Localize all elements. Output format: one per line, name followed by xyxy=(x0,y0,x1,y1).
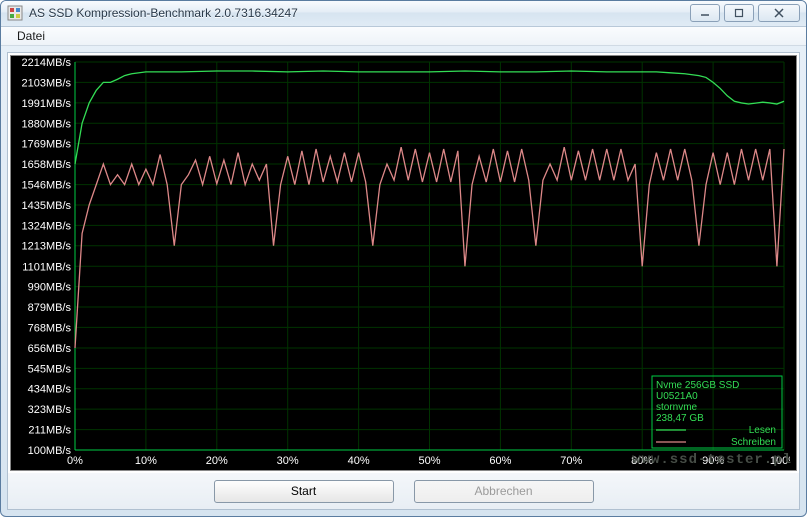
close-button[interactable] xyxy=(758,4,800,22)
benchmark-chart: 100MB/s 211MB/s 323MB/s 434MB/s 545MB/s 656MB… xyxy=(11,56,790,470)
svg-text:1324MB/s: 1324MB/s xyxy=(21,220,71,232)
svg-text:211MB/s: 211MB/s xyxy=(28,425,71,437)
svg-text:990MB/s: 990MB/s xyxy=(28,282,72,294)
svg-text:Schreiben: Schreiben xyxy=(731,437,776,448)
svg-text:1658MB/s: 1658MB/s xyxy=(21,159,71,171)
svg-text:60%: 60% xyxy=(489,455,511,467)
app-icon xyxy=(7,5,23,21)
svg-text:1101MB/s: 1101MB/s xyxy=(22,261,71,273)
svg-text:50%: 50% xyxy=(418,455,440,467)
svg-text:100MB/s: 100MB/s xyxy=(28,445,72,457)
svg-text:1546MB/s: 1546MB/s xyxy=(21,180,71,192)
start-button[interactable]: Start xyxy=(214,480,394,503)
svg-text:70%: 70% xyxy=(560,455,582,467)
svg-text:100%: 100% xyxy=(770,455,790,467)
svg-text:20%: 20% xyxy=(206,455,228,467)
svg-text:879MB/s: 879MB/s xyxy=(28,302,72,314)
svg-text:2103MB/s: 2103MB/s xyxy=(21,77,71,89)
svg-text:1880MB/s: 1880MB/s xyxy=(21,118,71,130)
svg-text:stornvme: stornvme xyxy=(656,402,698,413)
svg-text:1213MB/s: 1213MB/s xyxy=(21,241,71,253)
button-row: Start Abbrechen xyxy=(8,473,799,509)
svg-text:1769MB/s: 1769MB/s xyxy=(21,139,71,151)
maximize-button[interactable] xyxy=(724,4,754,22)
svg-text:30%: 30% xyxy=(277,455,299,467)
svg-text:1991MB/s: 1991MB/s xyxy=(21,98,71,110)
minimize-button[interactable] xyxy=(690,4,720,22)
client-area: 100MB/s 211MB/s 323MB/s 434MB/s 545MB/s 656MB… xyxy=(7,52,800,510)
svg-text:0%: 0% xyxy=(67,455,83,467)
svg-text:80%: 80% xyxy=(631,455,653,467)
svg-text:656MB/s: 656MB/s xyxy=(28,343,72,355)
app-window: AS SSD Kompression-Benchmark 2.0.7316.34… xyxy=(0,0,807,517)
svg-text:90%: 90% xyxy=(702,455,724,467)
window-controls xyxy=(690,4,800,22)
svg-text:1435MB/s: 1435MB/s xyxy=(21,200,71,212)
chart-container: 100MB/s 211MB/s 323MB/s 434MB/s 545MB/s 656MB… xyxy=(10,55,797,471)
window-title: AS SSD Kompression-Benchmark 2.0.7316.34… xyxy=(29,6,690,20)
svg-text:323MB/s: 323MB/s xyxy=(28,404,72,416)
cancel-button[interactable]: Abbrechen xyxy=(414,480,594,503)
menubar: Datei xyxy=(1,27,806,46)
titlebar[interactable]: AS SSD Kompression-Benchmark 2.0.7316.34… xyxy=(1,1,806,27)
svg-text:40%: 40% xyxy=(348,455,370,467)
svg-text:434MB/s: 434MB/s xyxy=(28,384,72,396)
svg-text:768MB/s: 768MB/s xyxy=(28,322,72,334)
svg-text:Nvme 256GB SSD: Nvme 256GB SSD xyxy=(656,380,739,391)
svg-text:10%: 10% xyxy=(135,455,157,467)
svg-text:2214MB/s: 2214MB/s xyxy=(21,57,71,69)
svg-text:545MB/s: 545MB/s xyxy=(28,363,72,375)
svg-text:238,47 GB: 238,47 GB xyxy=(656,413,704,424)
svg-text:U0521A0: U0521A0 xyxy=(656,391,698,402)
menu-file[interactable]: Datei xyxy=(11,27,51,45)
svg-text:Lesen: Lesen xyxy=(749,425,776,436)
